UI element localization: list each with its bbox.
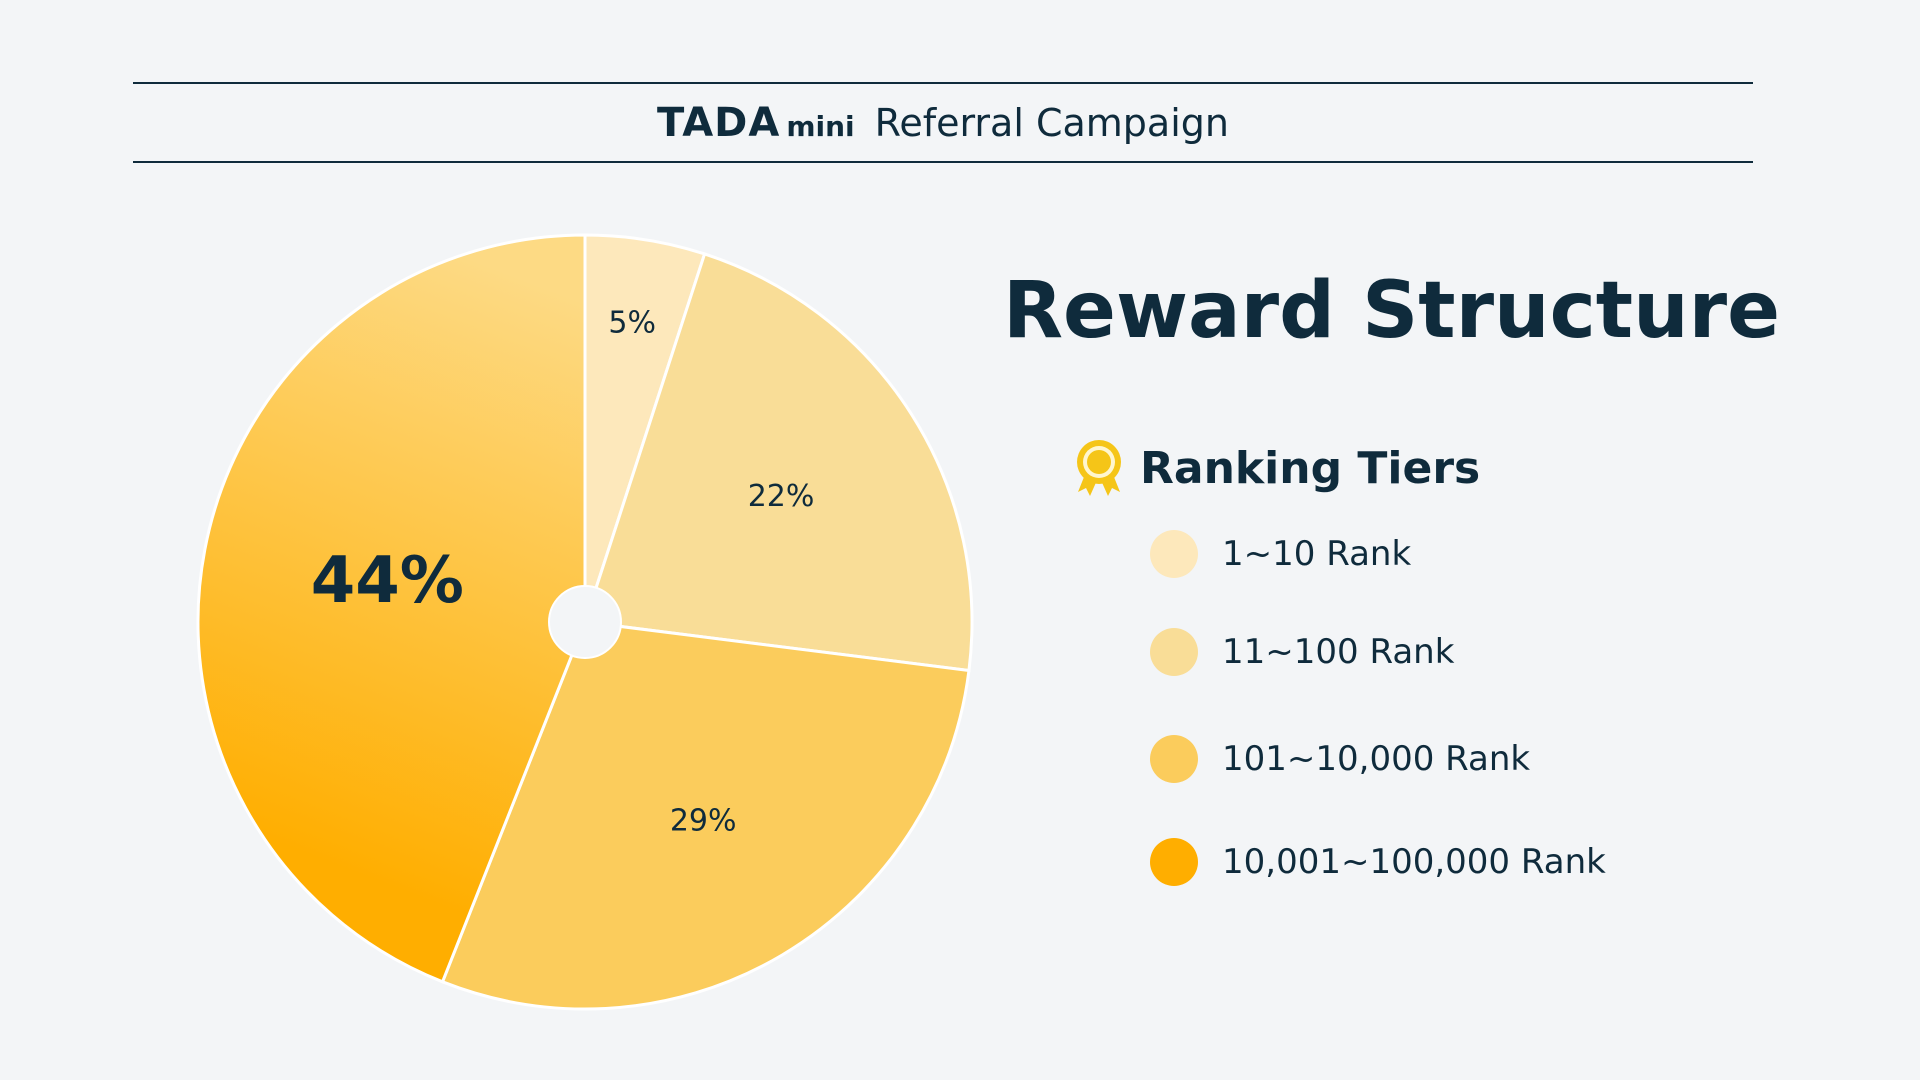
medal-icon	[1077, 440, 1121, 496]
chart-title: Reward Structure	[1003, 266, 1780, 356]
legend-item: 11~100 Rank	[1150, 628, 1454, 676]
legend-label: 1~10 Rank	[1222, 534, 1412, 574]
legend-swatch	[1150, 530, 1198, 578]
legend-label: 10,001~100,000 Rank	[1222, 842, 1606, 882]
pie-slice-3	[440, 620, 971, 1011]
legend-swatch	[1150, 628, 1198, 676]
page-title: Referral Campaign	[874, 101, 1229, 145]
legend-label: 11~100 Rank	[1222, 632, 1455, 672]
slice-label-2: 22%	[748, 479, 815, 514]
slice-label-4: 44%	[311, 544, 464, 618]
slice-label-1: 5%	[608, 305, 656, 340]
ranking-tiers-heading: Ranking Tiers	[1072, 436, 1480, 500]
legend-item: 1~10 Rank	[1150, 530, 1411, 578]
header-bottom-rule	[133, 161, 1753, 163]
brand-logo: TADA mini	[657, 100, 855, 146]
legend-label: 101~10,000 Rank	[1222, 739, 1531, 779]
pie-slice-2	[583, 252, 974, 673]
header: TADA mini Referral Campaign	[133, 98, 1753, 148]
legend-item: 10,001~100,000 Rank	[1150, 838, 1606, 886]
legend-swatch	[1150, 838, 1198, 886]
pie-slice-4	[196, 233, 587, 984]
header-top-rule	[133, 82, 1753, 84]
logo-sub: mini	[786, 110, 855, 143]
legend-item: 101~10,000 Rank	[1150, 735, 1530, 783]
logo-wordmark: TADA	[657, 100, 781, 146]
ranking-tiers-label: Ranking Tiers	[1140, 442, 1481, 494]
legend-swatch	[1150, 735, 1198, 783]
pie-center-hole	[548, 585, 622, 659]
pie-chart: 5% 22% 29% 44%	[196, 233, 974, 1011]
slice-label-3: 29%	[670, 803, 737, 838]
